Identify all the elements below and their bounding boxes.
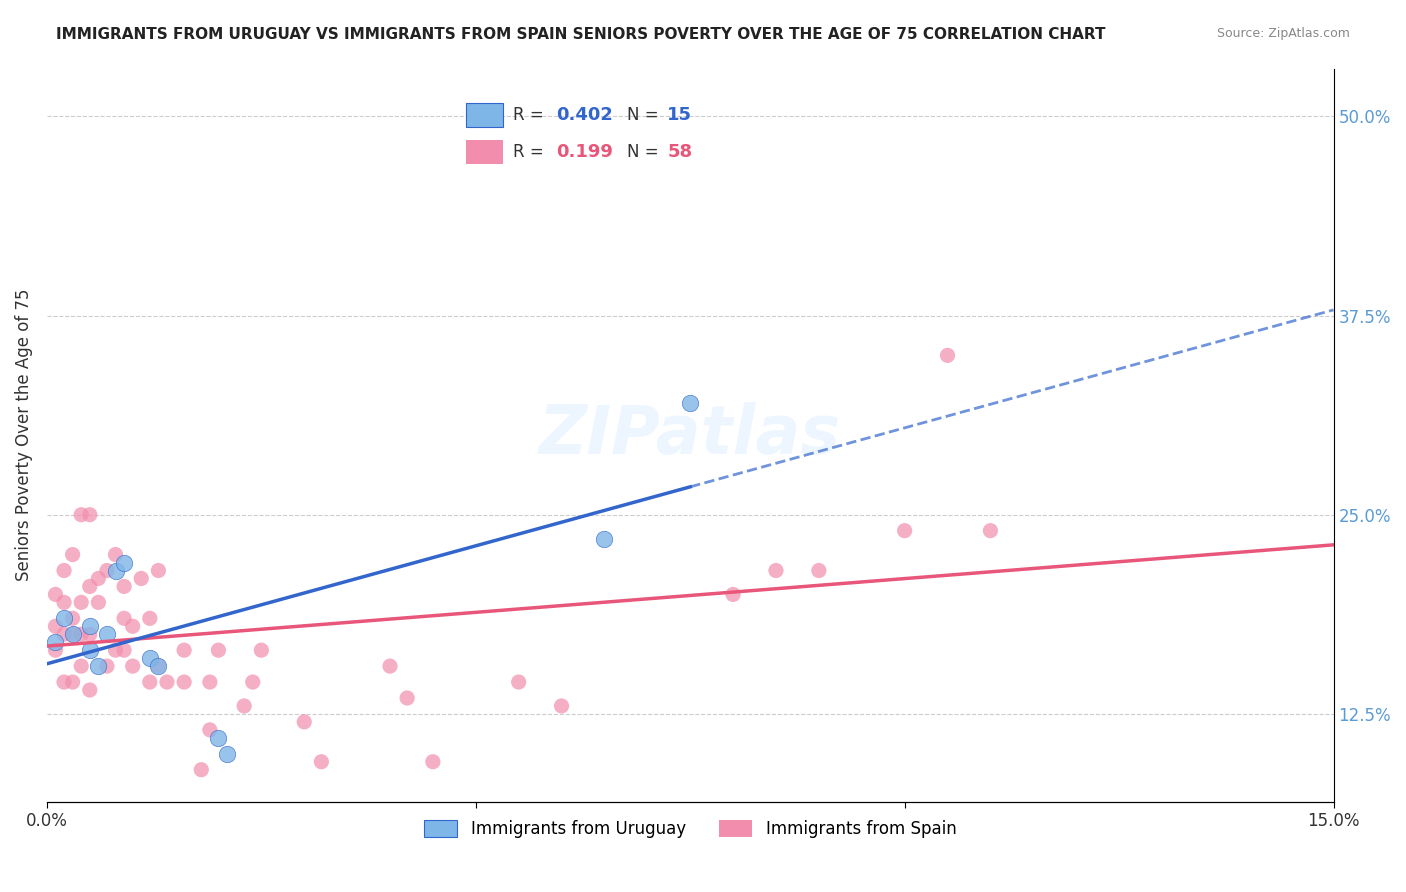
Immigrants from Spain (233, 698, 256, 713)
Immigrants from Spain (62, 627, 84, 641)
Immigrants from Spain (893, 524, 915, 538)
Immigrants from Uruguay (215, 747, 238, 761)
Immigrants from Spain (148, 659, 170, 673)
Text: N =: N = (627, 106, 664, 124)
Text: R =: R = (513, 144, 548, 161)
Immigrants from Spain (104, 643, 127, 657)
Immigrants from Spain (198, 675, 221, 690)
Immigrants from Spain (156, 675, 179, 690)
Immigrants from Spain (807, 564, 830, 578)
Immigrants from Uruguay (53, 611, 76, 625)
Immigrants from Spain (396, 691, 419, 706)
Immigrants from Spain (242, 675, 264, 690)
Immigrants from Spain (70, 595, 93, 609)
Immigrants from Spain (62, 675, 84, 690)
Immigrants from Spain (250, 643, 273, 657)
Text: IMMIGRANTS FROM URUGUAY VS IMMIGRANTS FROM SPAIN SENIORS POVERTY OVER THE AGE OF: IMMIGRANTS FROM URUGUAY VS IMMIGRANTS FR… (56, 27, 1105, 42)
Immigrants from Uruguay (79, 619, 101, 633)
Immigrants from Spain (87, 572, 110, 586)
Immigrants from Spain (112, 579, 135, 593)
Text: R =: R = (513, 106, 548, 124)
Text: 58: 58 (668, 144, 692, 161)
Immigrants from Spain (53, 675, 76, 690)
Immigrants from Spain (121, 659, 143, 673)
Immigrants from Spain (104, 548, 127, 562)
FancyBboxPatch shape (467, 140, 503, 164)
Immigrants from Uruguay (593, 532, 616, 546)
Immigrants from Spain (79, 683, 101, 698)
Text: 15: 15 (668, 106, 692, 124)
Immigrants from Uruguay (104, 564, 127, 578)
Immigrants from Spain (96, 564, 118, 578)
Immigrants from Spain (62, 548, 84, 562)
Immigrants from Spain (508, 675, 530, 690)
Immigrants from Uruguay (679, 396, 702, 410)
Immigrants from Uruguay (44, 635, 66, 649)
Immigrants from Uruguay (112, 556, 135, 570)
FancyBboxPatch shape (467, 103, 503, 128)
Immigrants from Spain (44, 587, 66, 601)
Immigrants from Spain (79, 627, 101, 641)
Immigrants from Uruguay (96, 627, 118, 641)
Immigrants from Spain (121, 619, 143, 633)
Immigrants from Spain (721, 587, 744, 601)
Immigrants from Spain (70, 659, 93, 673)
Text: ZIPatlas: ZIPatlas (540, 402, 841, 468)
Immigrants from Spain (70, 627, 93, 641)
Immigrants from Spain (129, 572, 152, 586)
Immigrants from Spain (422, 755, 444, 769)
Immigrants from Spain (173, 643, 195, 657)
Immigrants from Spain (765, 564, 787, 578)
Immigrants from Uruguay (62, 627, 84, 641)
Immigrants from Uruguay (207, 731, 229, 745)
Immigrants from Spain (96, 659, 118, 673)
Text: 0.199: 0.199 (555, 144, 613, 161)
Immigrants from Uruguay (87, 659, 110, 673)
Immigrants from Spain (44, 643, 66, 657)
Immigrants from Spain (112, 611, 135, 625)
Immigrants from Uruguay (79, 643, 101, 657)
Immigrants from Spain (190, 763, 212, 777)
Text: Source: ZipAtlas.com: Source: ZipAtlas.com (1216, 27, 1350, 40)
Immigrants from Spain (173, 675, 195, 690)
Immigrants from Spain (53, 564, 76, 578)
Legend: Immigrants from Uruguay, Immigrants from Spain: Immigrants from Uruguay, Immigrants from… (418, 813, 963, 845)
Immigrants from Spain (378, 659, 401, 673)
Immigrants from Spain (79, 579, 101, 593)
Text: N =: N = (627, 144, 664, 161)
Immigrants from Spain (139, 675, 162, 690)
Text: 0.402: 0.402 (555, 106, 613, 124)
Immigrants from Spain (936, 348, 959, 362)
Immigrants from Spain (53, 595, 76, 609)
Immigrants from Spain (550, 698, 572, 713)
Immigrants from Spain (44, 619, 66, 633)
Immigrants from Spain (148, 564, 170, 578)
Immigrants from Uruguay (148, 659, 170, 673)
Immigrants from Spain (311, 755, 333, 769)
Immigrants from Spain (53, 627, 76, 641)
Immigrants from Spain (79, 508, 101, 522)
Immigrants from Spain (70, 508, 93, 522)
Immigrants from Spain (139, 611, 162, 625)
Immigrants from Uruguay (139, 651, 162, 665)
Immigrants from Spain (207, 643, 229, 657)
Immigrants from Spain (112, 643, 135, 657)
Immigrants from Spain (198, 723, 221, 737)
Immigrants from Spain (292, 714, 315, 729)
Y-axis label: Seniors Poverty Over the Age of 75: Seniors Poverty Over the Age of 75 (15, 289, 32, 582)
Immigrants from Spain (979, 524, 1001, 538)
Immigrants from Spain (87, 595, 110, 609)
Immigrants from Spain (62, 611, 84, 625)
